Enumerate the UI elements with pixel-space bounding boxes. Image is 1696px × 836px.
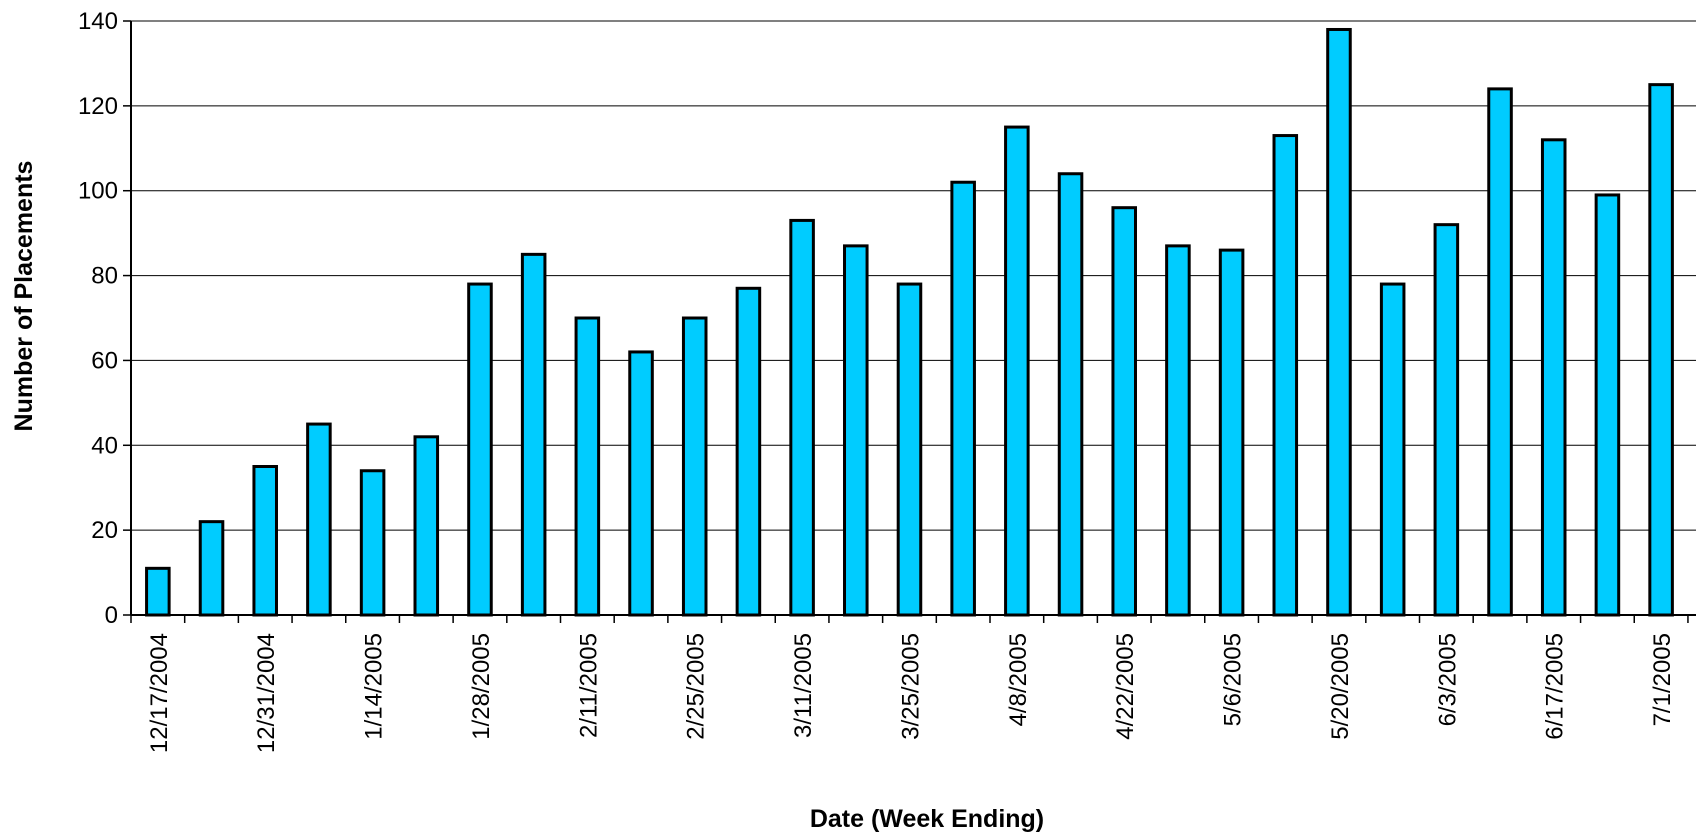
x-tick-label: 2/11/2005 [575,633,602,738]
bar-5-20-2005 [1326,27,1352,617]
y-tick-label: 20 [91,517,118,544]
x-tick-label: 3/11/2005 [790,633,817,738]
bar-4-8-2005 [1004,125,1030,617]
bar-4-29-2005 [1165,244,1191,617]
x-tick-label: 6/17/2005 [1542,633,1569,740]
x-tick-label: 3/25/2005 [897,633,924,740]
bars [145,27,1674,617]
bar-5-27-2005 [1379,282,1406,617]
y-axis-title: Number of Placements [10,161,38,432]
x-tick-label: 12/17/2004 [146,633,173,753]
bar-7-1-2005 [1648,83,1674,617]
x-tick-label: 5/6/2005 [1220,633,1247,726]
bar-12-31-2004 [252,465,278,617]
bar-3-11-2005 [789,218,815,617]
y-tick-label: 60 [91,347,118,374]
bar-1-21-2005 [413,435,440,617]
y-tick-label: 40 [91,432,118,459]
x-tick-label: 4/22/2005 [1112,633,1139,740]
bar-5-6-2005 [1218,248,1245,617]
x-tick-label: 12/31/2004 [253,633,280,753]
bar-4-22-2005 [1111,206,1137,617]
bar-12-24-2004 [198,520,225,617]
x-tick-label: 1/14/2005 [361,633,388,740]
bar-3-4-2005 [735,286,762,617]
y-tick-label: 140 [78,8,118,35]
bar-2-18-2005 [628,350,654,617]
axes [123,20,1696,623]
bar-2-11-2005 [574,316,601,617]
x-axis-title: Date (Week Ending) [810,805,1044,833]
y-tick-label: 80 [91,263,118,290]
x-tick-label: 5/20/2005 [1327,633,1354,740]
bar-12-17-2004 [145,566,171,617]
x-tick-label: 6/3/2005 [1434,633,1461,726]
bar-6-17-2005 [1540,138,1567,617]
bar-6-3-2005 [1433,223,1460,617]
bar-1-7-2005 [306,422,332,617]
x-tick-label: 7/1/2005 [1649,633,1676,726]
bar-6-24-2005 [1594,193,1621,617]
bar-4-15-2005 [1057,172,1084,617]
bar-3-25-2005 [896,282,923,617]
bar-3-18-2005 [843,244,869,617]
bar-4-1-2005 [950,180,976,617]
x-tick-label: 2/25/2005 [683,633,710,740]
x-tick-label: 4/8/2005 [1005,633,1032,726]
bar-1-28-2005 [467,282,493,617]
y-tick-label: 0 [105,602,118,629]
x-tick-label: 1/28/2005 [468,633,495,740]
bar-2-25-2005 [681,316,708,617]
y-tick-labels: 0 20 40 60 80 100 120 140 [78,8,118,629]
x-tick-labels: 12/17/2004 12/31/2004 1/14/2005 1/28/2005 2/… [146,633,1676,753]
y-tick-label: 100 [78,178,118,205]
bar-5-13-2005 [1272,134,1299,617]
bar-6-10-2005 [1487,87,1513,617]
y-tick-label: 120 [78,93,118,120]
bar-2-4-2005 [520,252,547,617]
bar-1-14-2005 [359,469,386,617]
